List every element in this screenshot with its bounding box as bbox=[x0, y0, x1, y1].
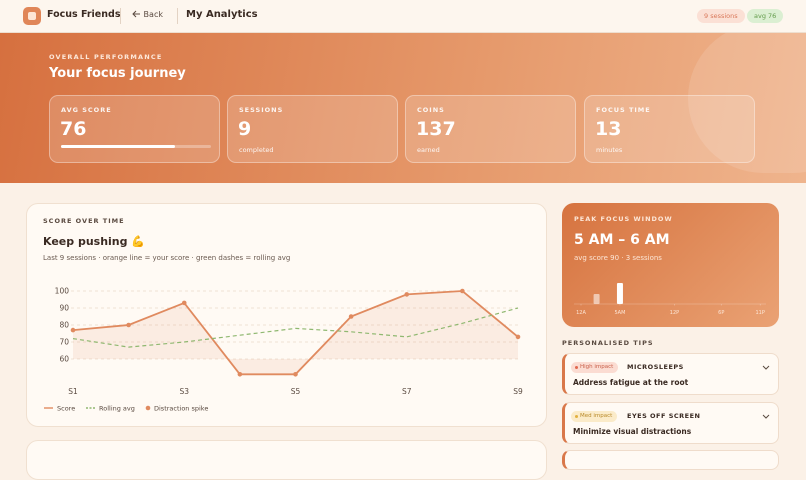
stat-sub: completed bbox=[239, 146, 274, 154]
stat-value: 137 bbox=[416, 118, 456, 140]
chart-card: SCORE OVER TIME Keep pushing 💪 Last 9 se… bbox=[26, 203, 547, 427]
point bbox=[404, 292, 410, 297]
badge: avg 76 bbox=[747, 9, 784, 23]
point bbox=[237, 372, 243, 377]
tip-title: Address fatigue at the root bbox=[573, 378, 689, 387]
badge: 9 sessions bbox=[697, 9, 745, 23]
peak-sub: avg score 90 · 3 sessions bbox=[574, 254, 662, 262]
bar bbox=[593, 293, 600, 304]
tip-title: Minimize visual distractions bbox=[573, 427, 692, 436]
stat-value: 13 bbox=[595, 118, 622, 140]
tip[interactable]: Med impact EYES OFF SCREEN Minimize visu… bbox=[562, 402, 779, 444]
x-tick-label: 11P bbox=[756, 310, 765, 316]
chart-subtitle: Last 9 sessions · orange line = your sco… bbox=[43, 254, 291, 262]
back-button[interactable]: Back bbox=[132, 10, 163, 19]
point bbox=[515, 334, 521, 340]
back-label: Back bbox=[143, 10, 163, 19]
progress-track bbox=[61, 145, 211, 148]
tip[interactable]: High impact MICROSLEEPS Address fatigue … bbox=[562, 353, 779, 395]
stat-sub: earned bbox=[417, 146, 440, 154]
stat-card: FOCUS TIME 13 minutes bbox=[584, 95, 755, 163]
hero-title: Your focus journey bbox=[49, 66, 186, 81]
point bbox=[181, 300, 187, 306]
peak-title: 5 AM – 6 AM bbox=[574, 232, 670, 248]
progress-fill bbox=[61, 145, 175, 148]
bar bbox=[616, 283, 623, 304]
stat-label: COINS bbox=[417, 106, 445, 114]
line-chart: 60 70 80 90 100 S1 S3 S5 S7 S9 Score Rolling avg Dis… bbox=[44, 287, 523, 413]
stat-value: 76 bbox=[60, 118, 87, 140]
page-title: My Analytics bbox=[186, 9, 258, 20]
chevron bbox=[762, 414, 770, 419]
header: Focus Friends Back My Analytics 9 sessio… bbox=[0, 0, 806, 33]
stat-label: AVG SCORE bbox=[61, 106, 112, 114]
chevron bbox=[762, 365, 770, 370]
stat-card: AVG SCORE 76 bbox=[49, 95, 220, 163]
point bbox=[460, 288, 465, 294]
hero: OVERALL PERFORMANCE Your focus journey A… bbox=[0, 33, 806, 183]
stat-card: SESSIONS 9 completed bbox=[227, 95, 398, 163]
impact-label: Med impact bbox=[580, 413, 613, 419]
x-tick-label: S7 bbox=[402, 387, 412, 396]
x-tick-label: 5AM bbox=[614, 310, 625, 316]
score-area bbox=[73, 291, 518, 375]
chart-title: Keep pushing 💪 bbox=[43, 235, 146, 248]
y-tick-label: 90 bbox=[59, 304, 69, 313]
point bbox=[70, 327, 76, 333]
chart-eyebrow: SCORE OVER TIME bbox=[43, 217, 125, 225]
point bbox=[126, 322, 131, 328]
legend-label: Score bbox=[57, 405, 75, 413]
legend-label: Rolling avg bbox=[99, 405, 135, 413]
tips-heading: PERSONALISED TIPS bbox=[562, 339, 654, 347]
app-name: Focus Friends bbox=[47, 9, 121, 20]
point bbox=[348, 314, 354, 319]
x-tick-label: S5 bbox=[291, 387, 301, 396]
hour-chart: 12A 5AM 12P 6P 11P bbox=[574, 283, 766, 316]
y-tick-label: 100 bbox=[55, 287, 70, 296]
x-tick-label: 6P bbox=[718, 310, 724, 316]
legend-label: Distraction spike bbox=[154, 405, 208, 413]
impact-tag: High impact bbox=[571, 362, 619, 373]
tip-category: EYES OFF SCREEN bbox=[627, 412, 701, 420]
x-tick-label: 12P bbox=[670, 310, 679, 316]
stat-value: 9 bbox=[238, 118, 252, 140]
point bbox=[293, 372, 298, 377]
x-tick-label: S9 bbox=[513, 387, 523, 396]
tip-category: MICROSLEEPS bbox=[627, 363, 684, 371]
peak-card: PEAK FOCUS WINDOW 5 AM – 6 AM avg score … bbox=[562, 203, 779, 327]
stat-sub: minutes bbox=[596, 146, 623, 154]
y-tick-label: 60 bbox=[59, 355, 69, 364]
x-tick-label: S3 bbox=[179, 387, 189, 396]
stat-label: FOCUS TIME bbox=[596, 106, 651, 114]
peak-eyebrow: PEAK FOCUS WINDOW bbox=[574, 215, 673, 223]
x-tick-label: 12A bbox=[576, 310, 586, 316]
stat-card: COINS 137 earned bbox=[405, 95, 576, 163]
series-line bbox=[72, 307, 519, 348]
impact-tag: Med impact bbox=[571, 411, 618, 422]
stat-label: SESSIONS bbox=[239, 106, 284, 114]
impact-label: High impact bbox=[580, 364, 614, 370]
x-tick-label: S1 bbox=[68, 387, 78, 396]
legend-swatch bbox=[145, 405, 151, 411]
hero-eyebrow: OVERALL PERFORMANCE bbox=[49, 53, 163, 61]
back-icon bbox=[132, 10, 140, 18]
y-tick-label: 80 bbox=[59, 321, 69, 330]
y-tick-label: 70 bbox=[59, 338, 69, 347]
logo bbox=[23, 7, 41, 25]
